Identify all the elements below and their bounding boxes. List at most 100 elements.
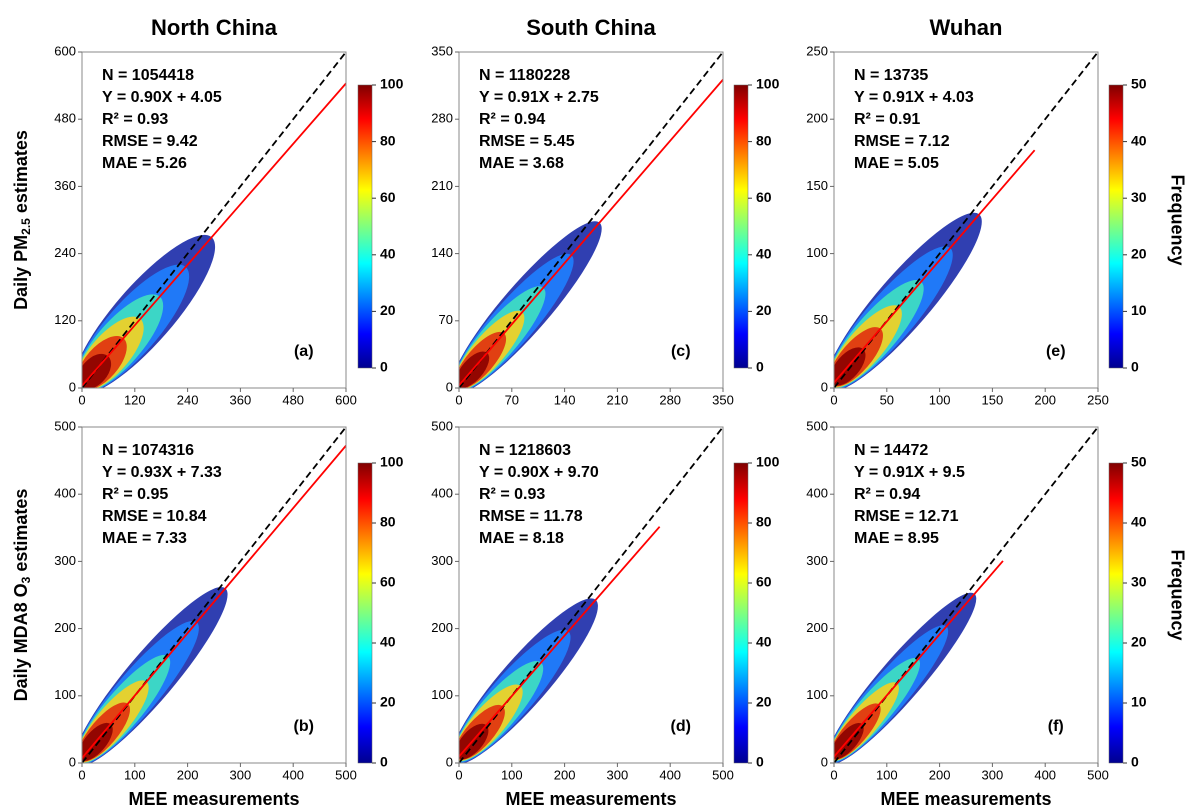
- stat-text: R² = 0.95: [102, 486, 168, 503]
- y-tick-label: 0: [69, 379, 76, 394]
- colorbar-tick-label: 20: [756, 302, 772, 318]
- colorbar-tick-label: 40: [1131, 514, 1147, 530]
- x-tick-label: 210: [607, 392, 629, 407]
- colorbar: [733, 462, 749, 764]
- y-tick-label: 150: [806, 178, 828, 193]
- y-tick-label: 0: [446, 754, 453, 769]
- y-tick-label: 300: [54, 553, 76, 568]
- y-tick-label: 140: [431, 245, 453, 260]
- colorbar-tick-label: 100: [380, 454, 404, 470]
- y-label-text: Daily PM: [11, 235, 31, 310]
- stat-text: MAE = 5.26: [102, 155, 187, 172]
- stat-text: RMSE = 11.78: [479, 508, 583, 525]
- x-tick-label: 250: [1087, 392, 1109, 407]
- stat-text: Y = 0.90X + 4.05: [102, 89, 222, 106]
- y-tick-label: 100: [806, 687, 828, 702]
- colorbar-tick-label: 40: [380, 246, 396, 262]
- y-tick-label: 500: [431, 418, 453, 433]
- fit-line: [82, 82, 346, 387]
- y-tick-label: 50: [814, 312, 828, 327]
- stat-text: RMSE = 9.42: [102, 133, 198, 150]
- colorbar-tick-label: 80: [380, 132, 396, 148]
- stat-text: R² = 0.93: [479, 486, 545, 503]
- stat-text: MAE = 8.95: [854, 530, 939, 547]
- column-title: South China: [526, 15, 656, 40]
- colorbar-tick-label: 0: [380, 754, 388, 770]
- y-tick-label: 200: [431, 620, 453, 635]
- y-tick-label: 480: [54, 111, 76, 126]
- plot-frame: [81, 51, 347, 389]
- fit-line: [834, 149, 1036, 384]
- y-tick-label: 100: [431, 687, 453, 702]
- x-tick-label: 600: [335, 392, 357, 407]
- y-label-sub: 2.5: [19, 218, 33, 235]
- colorbar-tick-label: 100: [380, 76, 404, 92]
- colorbar-tick-label: 60: [380, 574, 396, 590]
- x-tick-label: 120: [124, 392, 146, 407]
- stat-text: RMSE = 10.84: [102, 508, 207, 525]
- fit-line: [834, 560, 1004, 758]
- x-tick-label: 100: [929, 392, 951, 407]
- y-tick-label: 400: [806, 486, 828, 501]
- colorbar-tick-label: 20: [380, 694, 396, 710]
- x-tick-label: 70: [505, 392, 519, 407]
- x-tick-label: 0: [78, 767, 85, 782]
- stat-text: MAE = 3.68: [479, 155, 564, 172]
- colorbar-tick-label: 0: [1131, 754, 1139, 770]
- y-tick-label: 300: [806, 553, 828, 568]
- x-tick-label: 150: [982, 392, 1004, 407]
- y-tick-label: 70: [439, 312, 453, 327]
- x-tick-label: 400: [282, 767, 304, 782]
- panel-label: (a): [294, 343, 314, 360]
- stat-text: RMSE = 12.71: [854, 508, 959, 525]
- y-tick-label: 500: [54, 418, 76, 433]
- y-tick-label: 0: [821, 754, 828, 769]
- stat-text: RMSE = 5.45: [479, 133, 575, 150]
- x-axis-label: MEE measurements: [880, 789, 1051, 809]
- colorbar-tick-label: 20: [1131, 634, 1147, 650]
- x-tick-label: 0: [830, 767, 837, 782]
- stat-text: MAE = 5.05: [854, 155, 939, 172]
- panel-label: (d): [671, 718, 691, 735]
- colorbar: [357, 84, 373, 369]
- stat-text: R² = 0.94: [479, 111, 545, 128]
- y-tick-label: 0: [446, 379, 453, 394]
- y-tick-label: 240: [54, 245, 76, 260]
- stat-text: Y = 0.91X + 9.5: [854, 464, 965, 481]
- colorbar-tick-label: 40: [756, 634, 772, 650]
- stat-text: MAE = 7.33: [102, 530, 187, 547]
- colorbar-tick-label: 40: [756, 246, 772, 262]
- y-axis-label: Daily MDA8 O3 estimates: [11, 489, 33, 702]
- x-tick-label: 200: [929, 767, 951, 782]
- colorbar-tick-label: 40: [1131, 132, 1147, 148]
- x-tick-label: 300: [230, 767, 252, 782]
- x-tick-label: 300: [982, 767, 1004, 782]
- y-tick-label: 210: [431, 178, 453, 193]
- y-tick-label: 600: [54, 43, 76, 58]
- x-tick-label: 0: [455, 767, 462, 782]
- y-tick-label: 300: [431, 553, 453, 568]
- stat-text: MAE = 8.18: [479, 530, 564, 547]
- colorbar: [733, 84, 749, 369]
- x-tick-label: 200: [177, 767, 199, 782]
- colorbar-tick-label: 20: [380, 302, 396, 318]
- x-tick-label: 50: [880, 392, 894, 407]
- colorbar-tick-label: 60: [756, 574, 772, 590]
- colorbar-tick-label: 20: [1131, 246, 1147, 262]
- x-tick-label: 500: [335, 767, 357, 782]
- colorbar-tick-label: 10: [1131, 302, 1147, 318]
- x-tick-label: 280: [659, 392, 681, 407]
- y-tick-label: 200: [54, 620, 76, 635]
- stat-text: RMSE = 7.12: [854, 133, 950, 150]
- colorbar-tick-label: 80: [756, 514, 772, 530]
- plot-frame: [458, 51, 724, 389]
- column-title: North China: [151, 15, 278, 40]
- colorbar-tick-label: 100: [756, 454, 780, 470]
- colorbar-tick-label: 20: [756, 694, 772, 710]
- x-tick-label: 140: [554, 392, 576, 407]
- colorbar-tick-label: 60: [380, 189, 396, 205]
- colorbar: [357, 462, 373, 764]
- panel-label: (c): [671, 343, 691, 360]
